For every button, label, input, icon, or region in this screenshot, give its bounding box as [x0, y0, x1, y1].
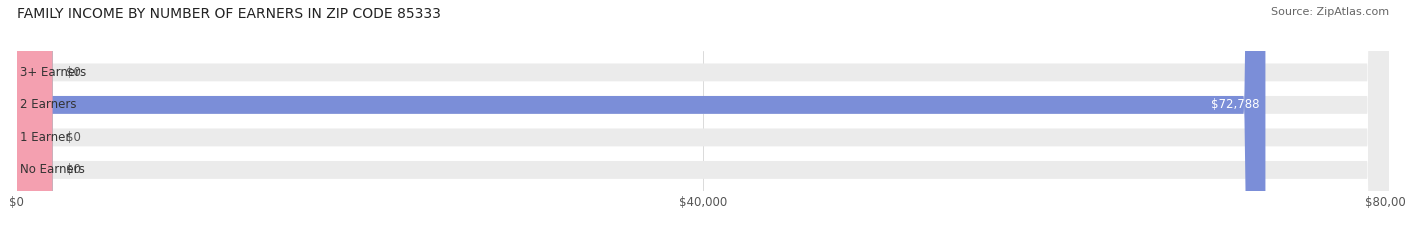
- FancyBboxPatch shape: [17, 0, 1265, 233]
- FancyBboxPatch shape: [17, 0, 1389, 233]
- Text: 1 Earner: 1 Earner: [20, 131, 70, 144]
- Text: 3+ Earners: 3+ Earners: [20, 66, 86, 79]
- Text: 2 Earners: 2 Earners: [20, 98, 76, 111]
- Text: No Earners: No Earners: [20, 163, 84, 176]
- FancyBboxPatch shape: [17, 0, 1389, 233]
- Text: FAMILY INCOME BY NUMBER OF EARNERS IN ZIP CODE 85333: FAMILY INCOME BY NUMBER OF EARNERS IN ZI…: [17, 7, 440, 21]
- FancyBboxPatch shape: [17, 0, 52, 233]
- FancyBboxPatch shape: [17, 0, 1389, 233]
- FancyBboxPatch shape: [17, 0, 52, 233]
- Text: $0: $0: [66, 163, 82, 176]
- FancyBboxPatch shape: [17, 0, 52, 233]
- Text: Source: ZipAtlas.com: Source: ZipAtlas.com: [1271, 7, 1389, 17]
- Text: $0: $0: [66, 66, 82, 79]
- FancyBboxPatch shape: [17, 0, 1389, 233]
- Text: $72,788: $72,788: [1212, 98, 1260, 111]
- Text: $0: $0: [66, 131, 82, 144]
